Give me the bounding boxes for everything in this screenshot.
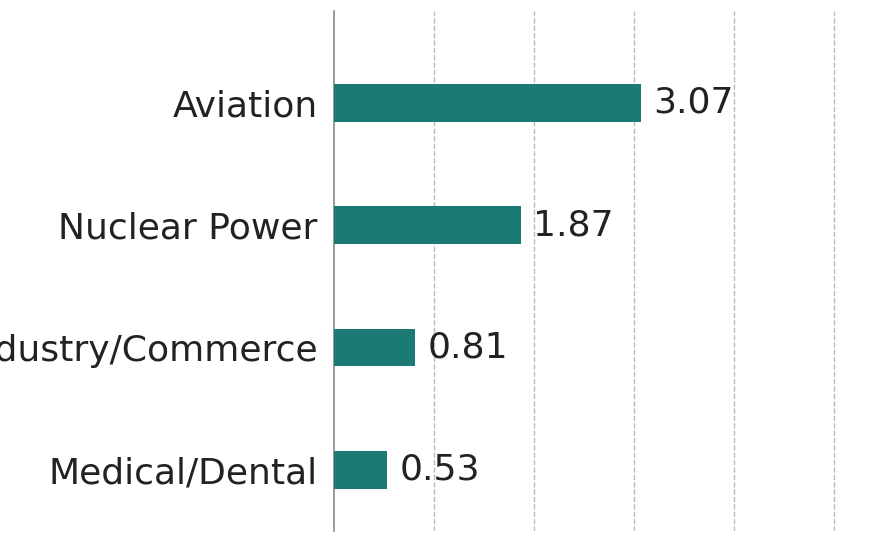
Bar: [334, 83, 641, 121]
Bar: [334, 451, 387, 489]
Bar: [334, 206, 521, 244]
Text: 3.07: 3.07: [653, 86, 733, 120]
Text: 0.53: 0.53: [400, 453, 480, 487]
Text: 0.81: 0.81: [428, 331, 508, 365]
Text: 1.87: 1.87: [533, 208, 613, 242]
Bar: [334, 328, 415, 366]
